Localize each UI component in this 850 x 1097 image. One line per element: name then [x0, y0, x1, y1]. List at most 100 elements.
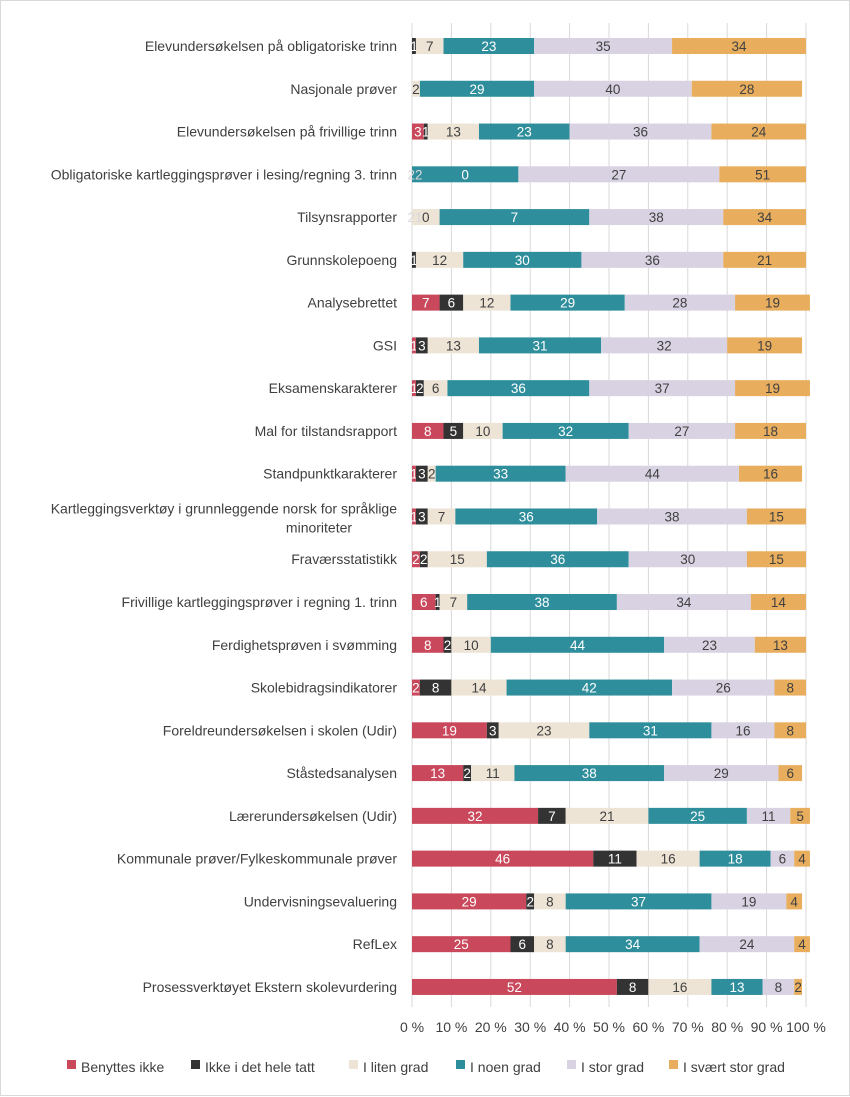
bar-segment — [786, 893, 803, 910]
category-label: RefLex — [353, 936, 397, 952]
legend-label: I stor grad — [581, 1059, 644, 1075]
bar-segment — [490, 636, 665, 653]
data-label: 4 — [790, 894, 798, 909]
bar-segment — [412, 209, 440, 226]
bar-segment — [412, 765, 464, 782]
bar-segment — [624, 294, 736, 311]
data-label: 30 — [680, 552, 695, 567]
data-label: 12 — [432, 253, 447, 268]
category-label: Ferdighetsprøven i svømming — [212, 637, 397, 653]
data-label: 13 — [430, 766, 445, 781]
data-label: 15 — [769, 552, 784, 567]
category-label: Fraværsstatistikk — [291, 551, 398, 567]
bar-segment — [746, 807, 791, 824]
data-label: 0 — [461, 167, 469, 182]
bar-segment — [412, 679, 420, 696]
data-label: 3 — [418, 467, 426, 482]
bar-segment — [699, 936, 795, 953]
data-label: 1 — [410, 253, 418, 268]
bar-segment — [427, 337, 479, 354]
bar-segment — [526, 893, 535, 910]
data-label: 23 — [517, 125, 532, 140]
data-label: 38 — [582, 766, 597, 781]
data-label: 11 — [762, 809, 776, 824]
data-label: 37 — [631, 894, 646, 909]
bar-segment — [593, 850, 637, 867]
bar-segment — [439, 209, 590, 226]
category-label: Standpunktkarakterer — [263, 466, 397, 482]
bar-segment — [672, 38, 806, 54]
data-label: 13 — [446, 338, 461, 353]
data-label: 2 — [463, 766, 471, 781]
data-label: 2 — [428, 467, 436, 482]
bar-segment — [471, 765, 515, 782]
bar-segment — [510, 294, 625, 311]
data-label: 4 — [798, 937, 806, 952]
category-label: Ståstedsanalysen — [286, 765, 397, 781]
bar-segment — [538, 807, 566, 824]
legend-label: I liten grad — [363, 1059, 428, 1075]
data-label: 29 — [462, 894, 477, 909]
data-label: 32 — [558, 424, 573, 439]
bar-segment — [443, 636, 452, 653]
data-label: 1 — [410, 509, 418, 524]
legend-label: Benyttes ikke — [81, 1059, 164, 1075]
bar-segment — [427, 465, 436, 482]
data-label: 7 — [422, 296, 430, 311]
category-label: Kartleggingsverktøy i grunnleggende nors… — [51, 500, 398, 535]
data-label: 3 — [414, 125, 422, 140]
bar-segment — [589, 380, 736, 397]
bar-segment — [412, 636, 444, 653]
data-label: 21 — [600, 809, 615, 824]
data-label: 42 — [582, 681, 597, 696]
data-label: 2 — [412, 681, 420, 696]
data-label: 40 — [605, 82, 620, 97]
data-label: 8 — [432, 681, 440, 696]
bar-segment — [412, 123, 424, 140]
bar-segment — [486, 722, 499, 739]
bar-segment — [569, 123, 712, 140]
data-label: 6 — [448, 296, 456, 311]
bar-segment — [415, 380, 424, 397]
data-label: 29 — [469, 82, 484, 97]
data-label: 27 — [674, 424, 689, 439]
data-label: 7 — [548, 809, 556, 824]
data-label: 26 — [716, 681, 731, 696]
data-label: 38 — [665, 509, 680, 524]
data-label: 19 — [757, 338, 772, 353]
bar-segment — [419, 80, 535, 97]
data-label: 10 — [464, 638, 479, 653]
category-label: Foreldreundersøkelsen i skolen (Udir) — [163, 722, 397, 738]
bar-segment — [711, 978, 763, 995]
data-label: 3 — [418, 338, 426, 353]
data-label: 24 — [739, 937, 755, 952]
data-label: 6 — [420, 595, 428, 610]
bar-segment — [412, 422, 444, 439]
bar-segment — [534, 80, 692, 97]
data-label: 16 — [763, 467, 778, 482]
legend-label: I noen grad — [470, 1059, 541, 1075]
data-label: 1 — [410, 338, 418, 353]
category-label: Elevundersøkelsen på obligatoriske trinn — [145, 38, 397, 54]
bar-segment — [672, 679, 775, 696]
data-label: 14 — [771, 595, 787, 610]
data-label: 8 — [775, 980, 783, 995]
data-label: 27 — [611, 167, 626, 182]
category-label: Obligatoriske kartleggingsprøver i lesin… — [51, 166, 397, 182]
data-label: 2 — [412, 552, 420, 567]
category-label: Undervisningsevaluering — [244, 893, 397, 909]
data-label: 6 — [432, 381, 440, 396]
data-label: 15 — [450, 552, 465, 567]
bar-segment — [616, 594, 751, 611]
data-label: 25 — [454, 937, 469, 952]
category-label: Skolebidragsindikatorer — [251, 680, 398, 696]
bar-segment — [510, 936, 535, 953]
bar-segment — [412, 80, 420, 97]
data-label: 38 — [535, 595, 550, 610]
bar-segment — [415, 337, 428, 354]
data-label: 30 — [515, 253, 530, 268]
bar-segment — [711, 893, 787, 910]
data-label: 6 — [786, 766, 794, 781]
bar-segment — [439, 594, 468, 611]
data-label: 16 — [661, 852, 676, 867]
